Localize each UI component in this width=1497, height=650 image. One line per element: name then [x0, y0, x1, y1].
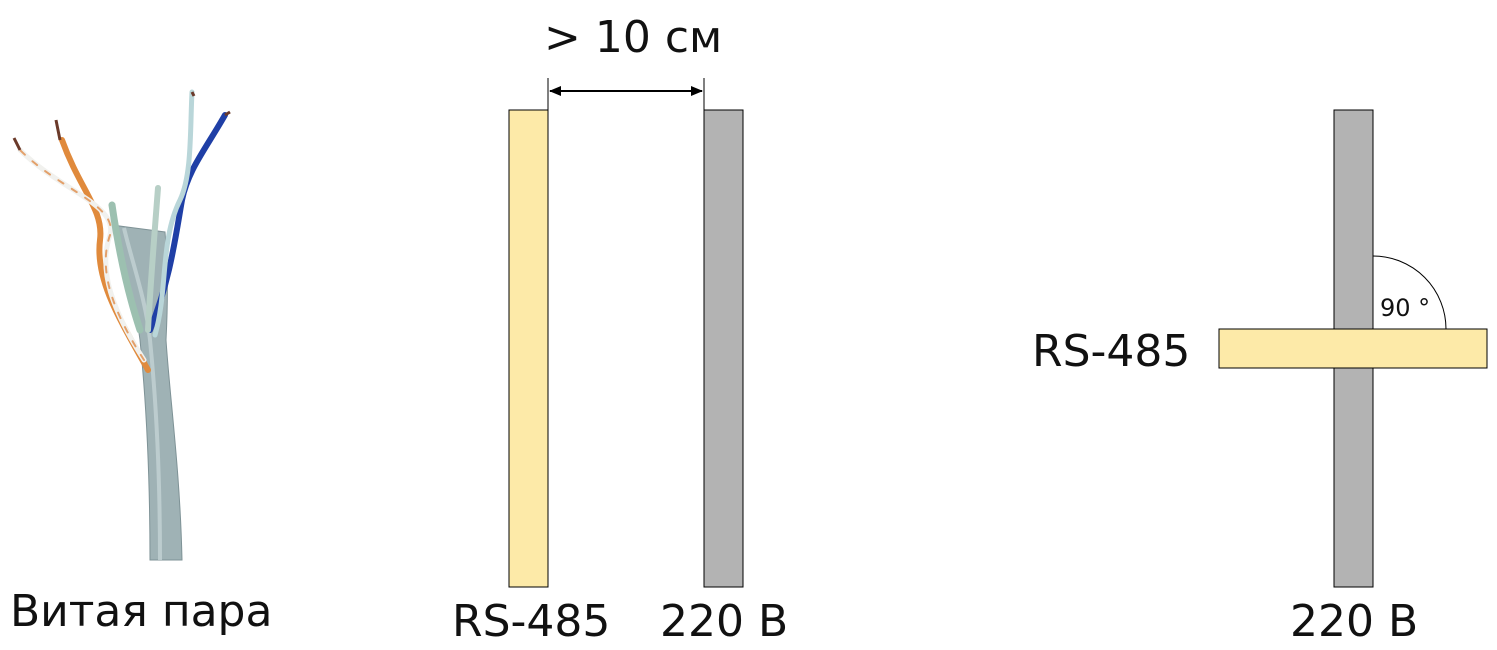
parallel-power-label: 220 В: [660, 596, 788, 647]
crossing-power-label: 220 В: [1290, 596, 1418, 647]
twisted-pair-label: Витая пара: [10, 586, 272, 637]
rs485-cable-bar: [508, 109, 549, 588]
crossing-rs485-cable-bar: [1218, 328, 1488, 369]
parallel-rs485-label: RS-485: [452, 596, 610, 647]
crossing-rs485-label: RS-485: [1032, 326, 1190, 377]
green-white-wire: [108, 201, 144, 334]
power-cable-bar: [703, 109, 744, 588]
angle-label: 90 °: [1380, 294, 1430, 322]
distance-label: > 10 см: [544, 12, 722, 63]
twisted-pair-cable-icon: [12, 89, 231, 561]
blue-white-wire: [152, 89, 195, 338]
cable-jacket: [111, 224, 183, 561]
right-angle-arc: [1372, 255, 1447, 330]
